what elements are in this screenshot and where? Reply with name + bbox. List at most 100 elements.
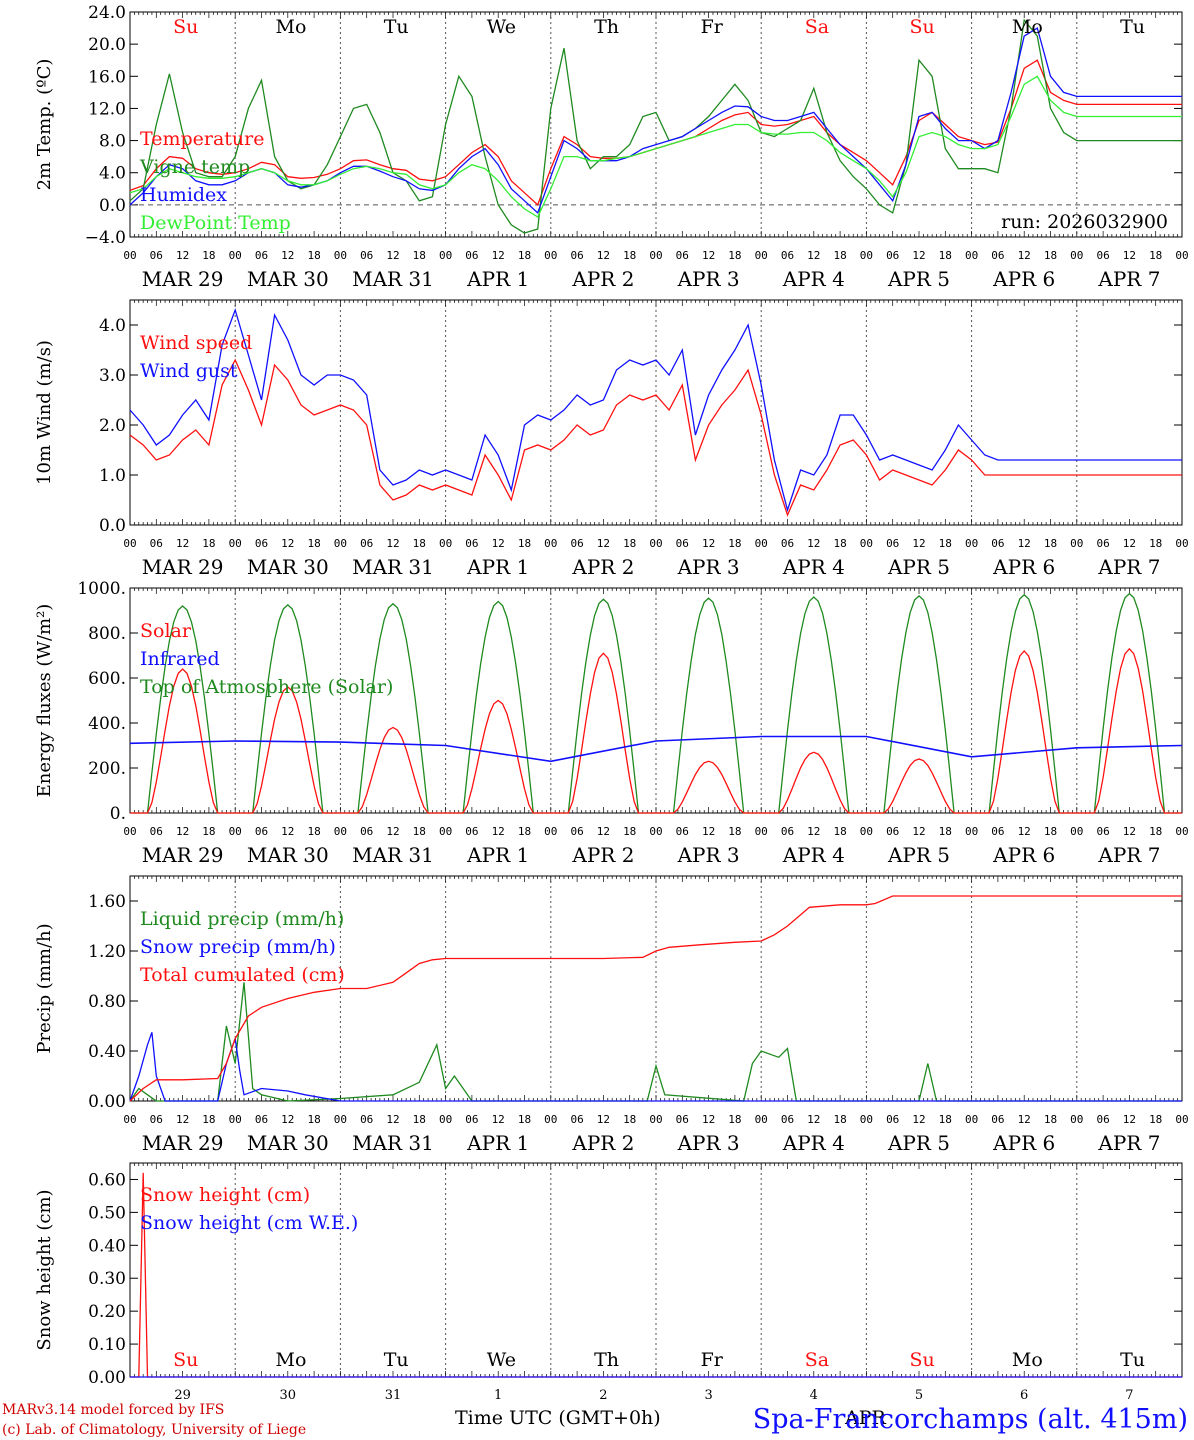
hour-label: 00 <box>755 249 768 262</box>
hour-label: 06 <box>676 249 689 262</box>
y-tick-label: 0.80 <box>88 992 126 1012</box>
hour-label: 18 <box>939 537 952 550</box>
series-infrared <box>129 735 1183 763</box>
hour-label: 12 <box>492 249 505 262</box>
hour-label: 00 <box>1070 825 1083 838</box>
legend-item: Infrared <box>140 648 220 670</box>
weekday-label: Tu <box>1120 16 1145 38</box>
y-tick-label: 0.00 <box>88 1368 126 1388</box>
y-tick-label: 24.0 <box>88 3 126 23</box>
hour-label: 00 <box>544 537 557 550</box>
legend-item: Top of Atmosphere (Solar) <box>140 676 393 698</box>
hour-label: 12 <box>492 1113 505 1126</box>
y-tick-label: 3.0 <box>99 366 126 386</box>
hour-label: 12 <box>1018 537 1031 550</box>
hour-label: 18 <box>833 825 846 838</box>
y-tick-label: 2.0 <box>99 416 126 436</box>
y-tick-label: 0.30 <box>88 1269 126 1289</box>
hour-label: 06 <box>991 825 1004 838</box>
weekday-label: Mo <box>276 1349 307 1371</box>
day-number: 6 <box>1020 1388 1028 1403</box>
date-label: MAR 29 <box>142 267 224 291</box>
weekday-label: Su <box>910 16 935 38</box>
hour-label: 18 <box>202 249 215 262</box>
hour-label: 00 <box>649 1113 662 1126</box>
date-label: APR 7 <box>1097 555 1160 579</box>
y-tick-label: 0.20 <box>88 1302 126 1322</box>
date-label: APR 2 <box>571 555 634 579</box>
legend-item: Temperature <box>140 128 264 150</box>
legend-item: Total cumulated (cm) <box>140 964 345 986</box>
hour-label: 06 <box>781 249 794 262</box>
y-tick-label: 0. <box>110 804 126 824</box>
hour-label: 06 <box>465 537 478 550</box>
hour-label: 00 <box>649 249 662 262</box>
weekday-label: Th <box>594 16 619 38</box>
day-number: 31 <box>385 1388 402 1403</box>
hour-label: 06 <box>886 825 899 838</box>
hour-label: 00 <box>439 825 452 838</box>
hour-label: 00 <box>123 825 136 838</box>
hour-label: 00 <box>439 537 452 550</box>
hour-label: 12 <box>912 537 925 550</box>
weekday-label: Mo <box>1012 16 1043 38</box>
hour-label: 06 <box>150 825 163 838</box>
hour-label: 06 <box>991 249 1004 262</box>
weekday-label: We <box>487 16 516 38</box>
date-label: MAR 29 <box>142 555 224 579</box>
hour-label: 06 <box>1096 1113 1109 1126</box>
weekday-label: We <box>487 1349 516 1371</box>
hour-label: 00 <box>544 1113 557 1126</box>
series-total-cumulated-cm- <box>129 895 1182 1102</box>
hour-label: 18 <box>307 825 320 838</box>
legend-item: Solar <box>140 620 192 642</box>
hour-label: 06 <box>886 1113 899 1126</box>
date-label: MAR 30 <box>247 555 329 579</box>
hour-label: 18 <box>1149 1113 1162 1126</box>
model-credit: MARv3.14 model forced by IFS <box>2 1402 224 1418</box>
y-tick-label: 1.20 <box>88 942 126 962</box>
hour-label: 12 <box>912 1113 925 1126</box>
date-label: MAR 29 <box>142 1131 224 1155</box>
hour-label: 06 <box>465 825 478 838</box>
hour-label: 06 <box>255 537 268 550</box>
date-label: APR 4 <box>782 267 845 291</box>
hour-label: 18 <box>518 249 531 262</box>
hour-label: 06 <box>360 1113 373 1126</box>
hour-label: 06 <box>360 249 373 262</box>
y-tick-label: 4.0 <box>99 316 126 336</box>
hour-label: 12 <box>807 537 820 550</box>
y-tick-label: 400. <box>88 714 126 734</box>
hour-label: 00 <box>965 1113 978 1126</box>
hour-label: 00 <box>334 537 347 550</box>
hour-label: 18 <box>518 537 531 550</box>
hour-label: 00 <box>229 825 242 838</box>
y-tick-label: 1000. <box>77 579 126 599</box>
hour-label: 12 <box>702 249 715 262</box>
hour-label: 12 <box>702 537 715 550</box>
y-tick-label: 16.0 <box>88 67 126 87</box>
hour-label: 18 <box>307 249 320 262</box>
y-tick-label: 0.40 <box>88 1042 126 1062</box>
hour-label: 18 <box>728 537 741 550</box>
hour-label: 18 <box>833 249 846 262</box>
date-label: MAR 30 <box>247 1131 329 1155</box>
run-label: run: 2026032900 <box>1001 211 1168 233</box>
hour-label: 12 <box>807 1113 820 1126</box>
hour-label: 18 <box>833 1113 846 1126</box>
hour-label: 06 <box>255 825 268 838</box>
date-label: APR 7 <box>1097 843 1160 867</box>
y-tick-label: 800. <box>88 624 126 644</box>
date-label: APR 6 <box>992 555 1055 579</box>
hour-label: 00 <box>229 537 242 550</box>
weekday-label: Mo <box>1012 1349 1043 1371</box>
weekday-label: Th <box>594 1349 619 1371</box>
hour-label: 12 <box>912 249 925 262</box>
date-label: APR 2 <box>571 1131 634 1155</box>
day-number: 2 <box>599 1388 607 1403</box>
hour-label: 00 <box>965 537 978 550</box>
y-tick-label: 0.60 <box>88 1170 126 1190</box>
date-label: APR 5 <box>887 1131 950 1155</box>
y-tick-label: 1.60 <box>88 892 126 912</box>
